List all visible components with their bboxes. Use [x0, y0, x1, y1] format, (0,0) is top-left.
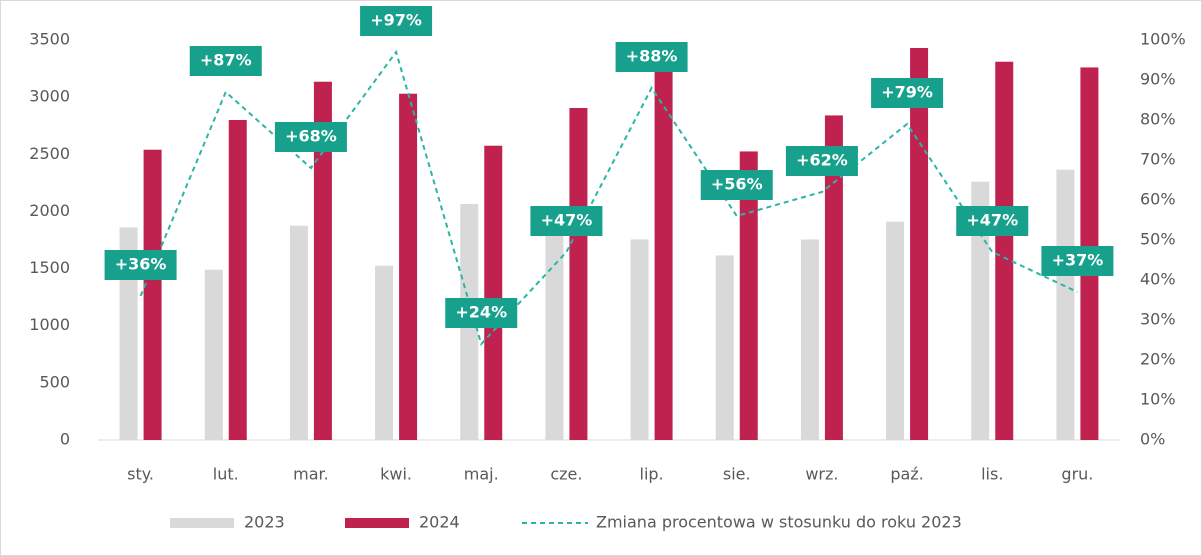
data-label-box — [274, 122, 347, 152]
data-label: +88% — [626, 47, 678, 66]
legend-label: Zmiana procentowa w stosunku do roku 202… — [596, 513, 962, 532]
bar — [739, 151, 758, 440]
data-label-box — [104, 250, 177, 280]
bar — [1056, 169, 1075, 440]
x-tick-label: lut. — [213, 465, 239, 484]
bar — [119, 227, 138, 440]
y2-tick-label: 0% — [1140, 430, 1165, 449]
data-label: +47% — [541, 211, 593, 230]
x-tick-label: maj. — [464, 465, 499, 484]
bar — [971, 181, 990, 440]
y-tick-label: 0 — [60, 430, 70, 449]
x-tick-label: kwi. — [380, 465, 412, 484]
bar — [228, 120, 247, 440]
y2-tick-label: 10% — [1140, 390, 1176, 409]
bar — [204, 269, 223, 440]
x-tick-label: gru. — [1061, 465, 1093, 484]
legend-label: 2023 — [244, 513, 285, 532]
x-tick-label: lis. — [981, 465, 1003, 484]
bar — [484, 145, 503, 440]
bar — [886, 221, 905, 440]
y2-tick-label: 70% — [1140, 150, 1176, 169]
y2-tick-label: 20% — [1140, 350, 1176, 369]
y-tick-label: 1000 — [29, 315, 70, 334]
data-label-box — [530, 206, 603, 236]
bar — [630, 239, 649, 440]
y-tick-label: 500 — [39, 372, 70, 391]
line — [139, 49, 1078, 346]
data-label: +56% — [711, 175, 763, 194]
data-label: +62% — [796, 151, 848, 170]
x-tick-label: sie. — [723, 465, 751, 484]
legend-swatch — [170, 518, 234, 528]
y2-tick-label: 40% — [1140, 270, 1176, 289]
data-label: +36% — [115, 255, 167, 274]
data-label: +87% — [200, 51, 252, 70]
data-label: +68% — [285, 127, 337, 146]
bar — [569, 108, 588, 440]
bar — [313, 81, 332, 440]
bar — [800, 239, 819, 440]
y2-tick-label: 80% — [1140, 110, 1176, 129]
x-tick-label: lip. — [640, 465, 664, 484]
data-label: +47% — [966, 211, 1018, 230]
y-tick-label: 2500 — [29, 144, 70, 163]
bar — [824, 115, 843, 440]
data-label: +24% — [455, 303, 507, 322]
bar — [715, 255, 734, 440]
y2-tick-label: 60% — [1140, 190, 1176, 209]
x-tick-label: mar. — [293, 465, 329, 484]
bar — [545, 228, 564, 440]
y-tick-label: 3500 — [29, 30, 70, 49]
data-label-box — [871, 78, 944, 108]
data-label: +37% — [1052, 251, 1104, 270]
y2-tick-label: 90% — [1140, 70, 1176, 89]
data-label-box — [189, 46, 262, 76]
bar — [654, 60, 673, 440]
y2-tick-label: 100% — [1140, 30, 1186, 49]
y2-tick-label: 50% — [1140, 230, 1176, 249]
y-tick-label: 2000 — [29, 201, 70, 220]
bar — [995, 61, 1014, 440]
data-label-box — [700, 170, 773, 200]
data-label-box — [785, 146, 858, 176]
legend-label: 2024 — [419, 513, 460, 532]
x-tick-label: cze. — [550, 465, 582, 484]
legend-swatch — [345, 518, 409, 528]
x-tick-label: wrz. — [805, 465, 838, 484]
y2-tick-label: 30% — [1140, 310, 1176, 329]
bar — [375, 265, 394, 440]
data-label: +97% — [370, 11, 422, 30]
bar — [399, 93, 418, 440]
x-tick-label: sty. — [127, 465, 154, 484]
data-label-box — [1041, 246, 1114, 276]
bar — [910, 48, 929, 440]
data-label-box — [956, 206, 1029, 236]
data-label-box — [445, 298, 518, 328]
bar — [143, 149, 162, 440]
x-tick-label: paź. — [890, 465, 923, 484]
data-label-box — [615, 42, 688, 72]
data-label-box — [360, 6, 433, 36]
y-tick-label: 3000 — [29, 87, 70, 106]
y-tick-label: 1500 — [29, 258, 70, 277]
data-label: +79% — [881, 83, 933, 102]
bar — [289, 225, 308, 440]
